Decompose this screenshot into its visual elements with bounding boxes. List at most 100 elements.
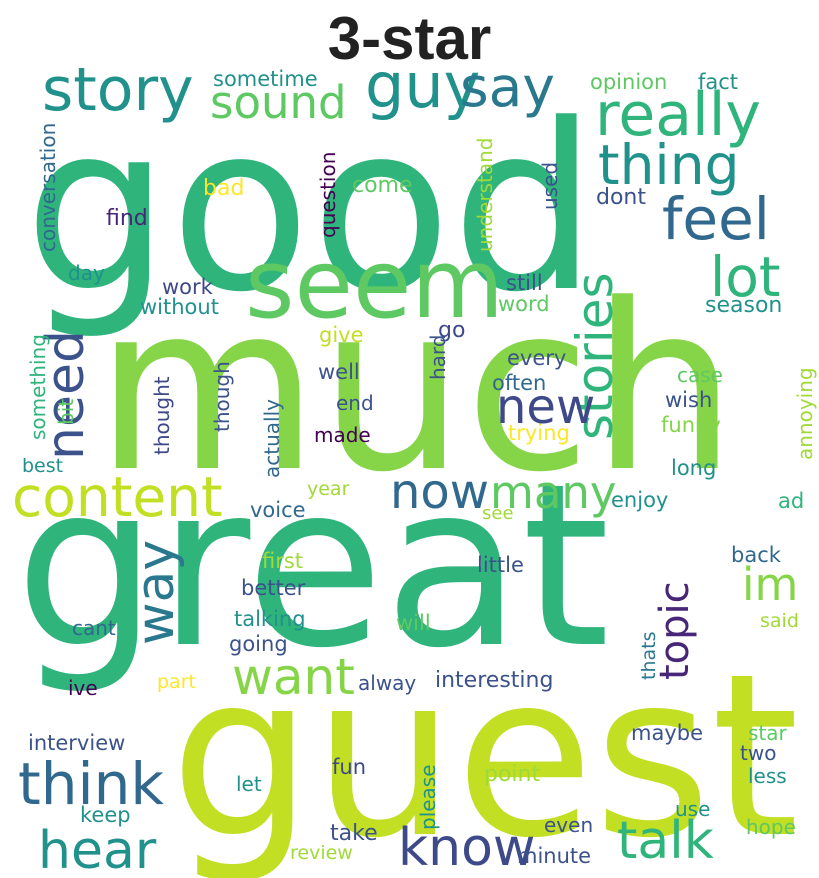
word-content: content xyxy=(12,465,223,529)
word-thought: thought xyxy=(150,376,174,455)
word-two: two xyxy=(740,741,777,765)
word-let: let xyxy=(236,772,262,796)
word-point: point xyxy=(484,762,541,787)
word-something: something xyxy=(26,334,50,440)
word-thing: thing xyxy=(598,133,740,197)
word-made: made xyxy=(314,423,371,447)
word-hear: hear xyxy=(38,821,157,878)
word-back: back xyxy=(731,543,781,567)
word-long: long xyxy=(671,456,717,480)
word-really: really xyxy=(595,80,761,150)
word-used: used xyxy=(538,161,562,210)
word-going: going xyxy=(229,632,288,656)
word-even: even xyxy=(544,813,594,837)
word-will: will xyxy=(396,611,431,635)
word-first: first xyxy=(262,549,304,573)
word-opinion: opinion xyxy=(590,70,668,94)
word-come: come xyxy=(352,173,413,198)
word-give: give xyxy=(319,323,364,347)
word-much: much xyxy=(95,256,738,523)
word-part: part xyxy=(157,671,196,693)
page-title: 3-star xyxy=(327,5,492,72)
word-bit: bit xyxy=(54,398,78,425)
word-guest: guest xyxy=(170,626,800,878)
word-interview: interview xyxy=(28,731,126,755)
word-better: better xyxy=(241,576,306,600)
word-often: often xyxy=(492,371,547,395)
word-many: many xyxy=(490,466,617,519)
word-fact: fact xyxy=(698,70,739,94)
word-see: see xyxy=(482,503,514,524)
word-way: way xyxy=(126,539,186,645)
word-cant: cant xyxy=(72,616,116,640)
word-sound: sound xyxy=(210,76,347,129)
word-well: well xyxy=(318,360,360,384)
word-sometime: sometime xyxy=(213,67,318,91)
word-maybe: maybe xyxy=(631,721,704,745)
word-hope: hope xyxy=(746,815,796,839)
word-ive: ive xyxy=(68,676,98,700)
word-end: end xyxy=(336,391,374,415)
word-guy: guy xyxy=(365,49,481,122)
word-enjoy: enjoy xyxy=(611,488,669,512)
word-now: now xyxy=(390,464,490,520)
word-funny: funny xyxy=(661,413,721,437)
word-though: though xyxy=(210,361,234,432)
word-minute: minute xyxy=(517,844,592,868)
word-conversation: conversation xyxy=(36,122,60,252)
word-day: day xyxy=(68,261,105,285)
word-topic: topic xyxy=(652,581,698,680)
word-feel: feel xyxy=(662,185,770,253)
word-keep: keep xyxy=(80,803,131,827)
word-word: word xyxy=(498,292,550,316)
word-still: still xyxy=(506,271,543,295)
word-trying: trying xyxy=(508,421,570,445)
word-lot: lot xyxy=(710,245,781,309)
word-little: little xyxy=(477,553,524,577)
word-alway: alway xyxy=(358,671,417,695)
word-thats: thats xyxy=(638,631,660,680)
word-story: story xyxy=(42,55,194,125)
word-voice: voice xyxy=(250,498,306,522)
word-fun: fun xyxy=(332,755,367,779)
word-actually: actually xyxy=(260,399,284,478)
word-use: use xyxy=(675,797,711,821)
word-hard: hard xyxy=(426,334,450,381)
word-say: say xyxy=(460,55,555,119)
word-without: without xyxy=(140,295,219,319)
word-star: star xyxy=(748,721,787,745)
word-talk: talk xyxy=(617,811,714,871)
word-want: want xyxy=(232,648,355,706)
word-seem: seem xyxy=(245,230,504,340)
word-annoying: annoying xyxy=(793,367,817,460)
word-review: review xyxy=(290,842,353,864)
word-bad: bad xyxy=(203,176,245,201)
word-season: season xyxy=(705,293,783,318)
word-less: less xyxy=(748,764,787,788)
word-said: said xyxy=(760,610,799,632)
word-im: im xyxy=(742,558,799,611)
word-year: year xyxy=(307,478,350,500)
word-interesting: interesting xyxy=(435,668,554,693)
word-work: work xyxy=(162,275,213,299)
word-ad: ad xyxy=(778,489,805,513)
word-great: great xyxy=(15,436,610,698)
word-question: question xyxy=(316,151,340,238)
word-every: every xyxy=(507,346,567,370)
word-please: please xyxy=(416,764,440,830)
word-best: best xyxy=(22,455,64,477)
word-case: case xyxy=(677,363,723,387)
word-wish: wish xyxy=(665,388,713,412)
word-dont: dont xyxy=(596,185,646,210)
word-take: take xyxy=(330,821,378,846)
word-understand: understand xyxy=(473,137,497,252)
word-think: think xyxy=(18,750,164,818)
word-find: find xyxy=(106,206,148,231)
word-go: go xyxy=(438,318,466,343)
word-know: know xyxy=(398,818,536,878)
word-new: new xyxy=(496,379,596,435)
word-good: good xyxy=(24,76,598,343)
word-talking: talking xyxy=(234,607,306,631)
